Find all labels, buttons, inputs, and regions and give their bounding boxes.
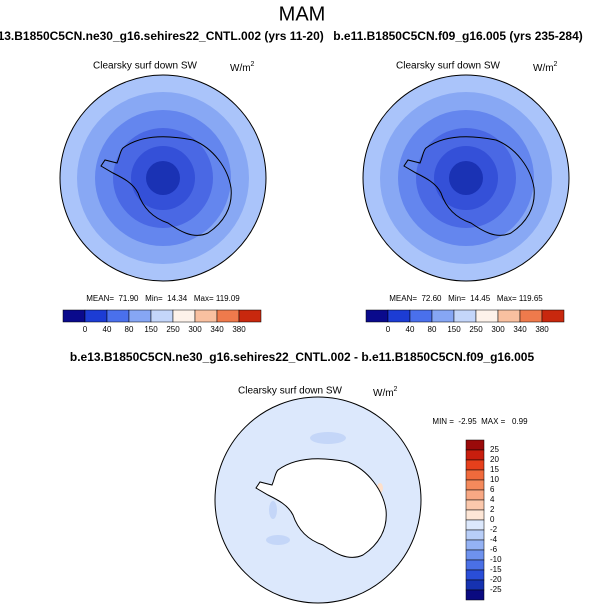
colorbar-label: 0	[490, 515, 495, 524]
colorbar-box	[465, 539, 485, 551]
colorbar-box	[465, 589, 485, 601]
colorbar-box	[465, 529, 485, 541]
colorbar-box	[150, 309, 174, 323]
map-border	[362, 74, 570, 282]
units-base: W/m	[230, 63, 251, 74]
colorbar-box	[84, 309, 108, 323]
colorbar-label: -6	[490, 545, 498, 554]
colorbar-box	[465, 519, 485, 531]
field-label: Clearsky surf down SW	[93, 61, 197, 72]
colorbar-label: 250	[469, 325, 483, 334]
colorbar-label: 6	[490, 485, 495, 494]
colorbar-box	[387, 309, 411, 323]
units-exp: 2	[251, 61, 255, 68]
colorbar-box	[541, 309, 565, 323]
figure-title: MAM	[279, 3, 326, 25]
field-label: Clearsky surf down SW	[238, 386, 342, 397]
colorbar-box	[465, 569, 485, 581]
colorbar-label: 15	[490, 465, 499, 474]
units: W/m2	[533, 61, 558, 74]
colorbar-box	[465, 489, 485, 501]
colorbar-label: 80	[125, 325, 134, 334]
colorbar-box	[465, 469, 485, 481]
colorbar-label: 380	[535, 325, 549, 334]
colorbar-label: 4	[490, 495, 495, 504]
colorbar-box	[431, 309, 455, 323]
colorbar-box	[465, 439, 485, 451]
anomaly-patch	[269, 501, 277, 519]
units-exp: 2	[394, 386, 398, 393]
colorbar-label: 250	[166, 325, 180, 334]
colorbar-box	[465, 459, 485, 471]
units: W/m2	[373, 386, 398, 399]
colorbar-box	[62, 309, 86, 323]
field-label: Clearsky surf down SW	[396, 61, 500, 72]
colorbar-label: 25	[490, 445, 499, 454]
colorbar-label: -2	[490, 525, 498, 534]
colorbar-box	[238, 309, 262, 323]
colorbar-label: 0	[83, 325, 88, 334]
map-border	[59, 74, 267, 282]
colorbar-box	[465, 509, 485, 521]
anomaly-patch	[266, 535, 290, 545]
colorbar-label: 150	[447, 325, 461, 334]
colorbar-label: -4	[490, 535, 498, 544]
colorbar-label: 40	[406, 325, 415, 334]
colorbar-box	[465, 549, 485, 561]
stats: MEAN= 71.90 Min= 14.34 Max= 119.09	[86, 294, 240, 303]
colorbar-box	[465, 499, 485, 511]
colorbar-label: -20	[490, 575, 502, 584]
stats: MIN = -2.95 MAX = 0.99	[432, 417, 528, 426]
colorbar-label: -15	[490, 565, 502, 574]
colorbar-box	[465, 579, 485, 591]
units: W/m2	[230, 61, 255, 74]
polar-map	[214, 396, 422, 604]
colorbar-label: 340	[210, 325, 224, 334]
colorbar-box	[519, 309, 543, 323]
colorbar-box	[216, 309, 240, 323]
coastline	[403, 136, 535, 236]
colorbar-label: 340	[513, 325, 527, 334]
units-exp: 2	[554, 61, 558, 68]
map-border	[214, 396, 422, 604]
panel-title: b.e13.B1850C5CN.ne30_g16.sehires22_CNTL.…	[0, 29, 324, 43]
colorbar-label: -25	[490, 585, 502, 594]
anomaly-patch	[310, 432, 346, 444]
colorbar-box	[409, 309, 433, 323]
colorbar-label: 40	[103, 325, 112, 334]
colorbar-label: 20	[490, 455, 499, 464]
colorbar-label: 300	[491, 325, 505, 334]
colorbar-box	[465, 479, 485, 491]
colorbar-label: 0	[386, 325, 391, 334]
colorbar-label: 80	[428, 325, 437, 334]
colorbar-label: 380	[232, 325, 246, 334]
stats: MEAN= 72.60 Min= 14.45 Max= 119.65	[389, 294, 543, 303]
polar-map	[59, 74, 267, 282]
colorbar-label: 150	[144, 325, 158, 334]
colorbar-label: 2	[490, 505, 495, 514]
colorbar-box	[194, 309, 218, 323]
colorbar-box	[475, 309, 499, 323]
coastline	[255, 458, 387, 558]
polar-map	[362, 74, 570, 282]
colorbar-box	[453, 309, 477, 323]
colorbar-label: 300	[188, 325, 202, 334]
colorbar-label: 10	[490, 475, 499, 484]
contour-ring	[146, 161, 180, 195]
units-base: W/m	[373, 388, 394, 399]
colorbar-box	[128, 309, 152, 323]
contour-ring	[449, 161, 483, 195]
panel-title: b.e11.B1850C5CN.f09_g16.005 (yrs 235-284…	[333, 29, 583, 43]
colorbar-label: -10	[490, 555, 502, 564]
units-base: W/m	[533, 63, 554, 74]
colorbar-box	[465, 559, 485, 571]
colorbar-box	[365, 309, 389, 323]
coastline	[100, 136, 232, 236]
colorbar-box	[497, 309, 521, 323]
colorbar-box	[172, 309, 196, 323]
panel-title: b.e13.B1850C5CN.ne30_g16.sehires22_CNTL.…	[70, 350, 535, 364]
colorbar-box	[106, 309, 130, 323]
colorbar-box	[465, 449, 485, 461]
